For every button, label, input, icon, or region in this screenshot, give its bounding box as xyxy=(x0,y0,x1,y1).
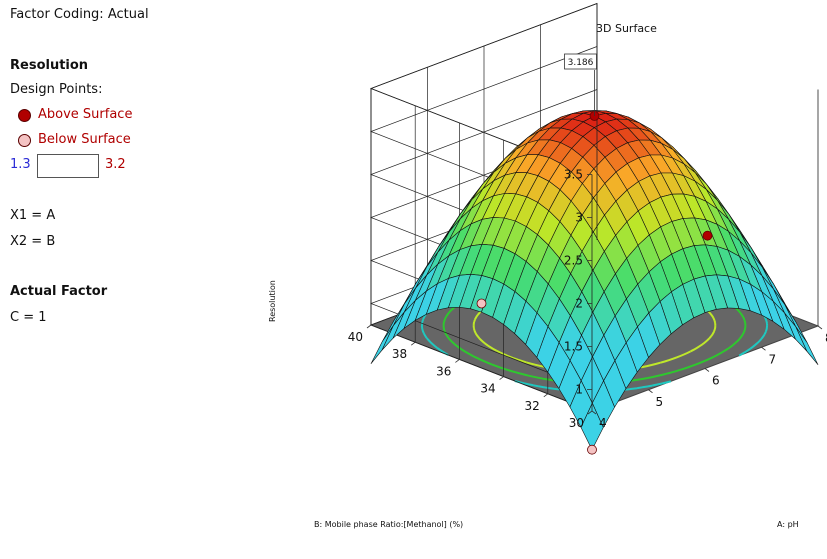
z-axis-ticks: 1 1.5 2 2.5 3 3.5 xyxy=(564,168,592,397)
color-range-box xyxy=(37,154,99,178)
y-tick-mark xyxy=(410,341,416,346)
x-tick-label: 7 xyxy=(769,352,777,366)
y-tick-label: 34 xyxy=(480,382,495,396)
range-min: 1.3 xyxy=(10,157,31,172)
factor-coding-label: Factor Coding: Actual xyxy=(10,7,149,22)
range-max: 3.2 xyxy=(105,157,126,172)
z-tick-label: 2 xyxy=(575,297,583,311)
peak-label: 3.186 xyxy=(568,58,594,68)
design-point-below xyxy=(476,298,487,309)
above-surface-label: Above Surface xyxy=(38,107,133,122)
design-points-label: Design Points: xyxy=(10,82,103,97)
x-axis-title: A: pH xyxy=(777,520,799,529)
y-tick-mark xyxy=(366,324,372,329)
x-tick-label: 5 xyxy=(656,395,664,409)
x-tick-mark xyxy=(704,368,710,372)
below-surface-marker xyxy=(18,134,31,147)
y-tick-mark xyxy=(499,376,504,380)
below-surface-label: Below Surface xyxy=(38,132,131,147)
surface-cell xyxy=(795,326,819,366)
x-tick-mark xyxy=(648,389,653,394)
x-tick-mark xyxy=(817,325,823,330)
response-title: Resolution xyxy=(10,58,89,73)
z-tick-label: 1.5 xyxy=(564,340,583,354)
x-tick-mark xyxy=(761,346,766,351)
y-tick-mark xyxy=(587,410,593,415)
z-tick-label: 2.5 xyxy=(564,254,583,268)
actual-factor-title: Actual Factor xyxy=(10,284,108,299)
surface-cell xyxy=(370,325,394,365)
design-point-above xyxy=(702,230,713,241)
above-surface-marker xyxy=(18,109,31,122)
x-tick-mark xyxy=(591,410,597,415)
factor-x2: X2 = B xyxy=(10,234,56,249)
x-tick-label: 4 xyxy=(599,416,607,430)
z-tick-label: 1 xyxy=(575,383,583,397)
peak-callout: 3.186 xyxy=(564,53,597,117)
axis-frame xyxy=(591,3,819,411)
y-tick-label: 30 xyxy=(569,416,584,430)
x-tick-label: 8 xyxy=(825,331,827,345)
peak-label-box xyxy=(564,53,597,70)
y-tick-mark xyxy=(455,359,460,363)
y-tick-label: 38 xyxy=(392,347,407,361)
z-axis-title: Resolution xyxy=(268,280,277,322)
y-tick-label: 36 xyxy=(436,364,451,378)
chart-title: 3D Surface xyxy=(596,22,657,35)
x-tick-label: 6 xyxy=(712,374,720,388)
y-tick-label: 32 xyxy=(525,399,540,413)
y-tick-label: 40 xyxy=(348,330,363,344)
design-points xyxy=(476,111,713,455)
response-surface xyxy=(370,110,819,451)
y-axis-title: B: Mobile phase Ratio:[Methanol] (%) xyxy=(314,520,463,529)
design-point-below xyxy=(587,444,597,455)
z-tick-label: 3 xyxy=(575,211,583,225)
x-axis-ticks: 4 5 6 7 8 xyxy=(591,325,827,430)
factor-x1: X1 = A xyxy=(10,208,56,223)
y-axis-ticks: 30 32 34 36 38 40 xyxy=(348,324,593,430)
y-tick-mark xyxy=(543,393,549,398)
z-tick-label: 3.5 xyxy=(564,168,583,182)
actual-factor-value: C = 1 xyxy=(10,310,47,325)
